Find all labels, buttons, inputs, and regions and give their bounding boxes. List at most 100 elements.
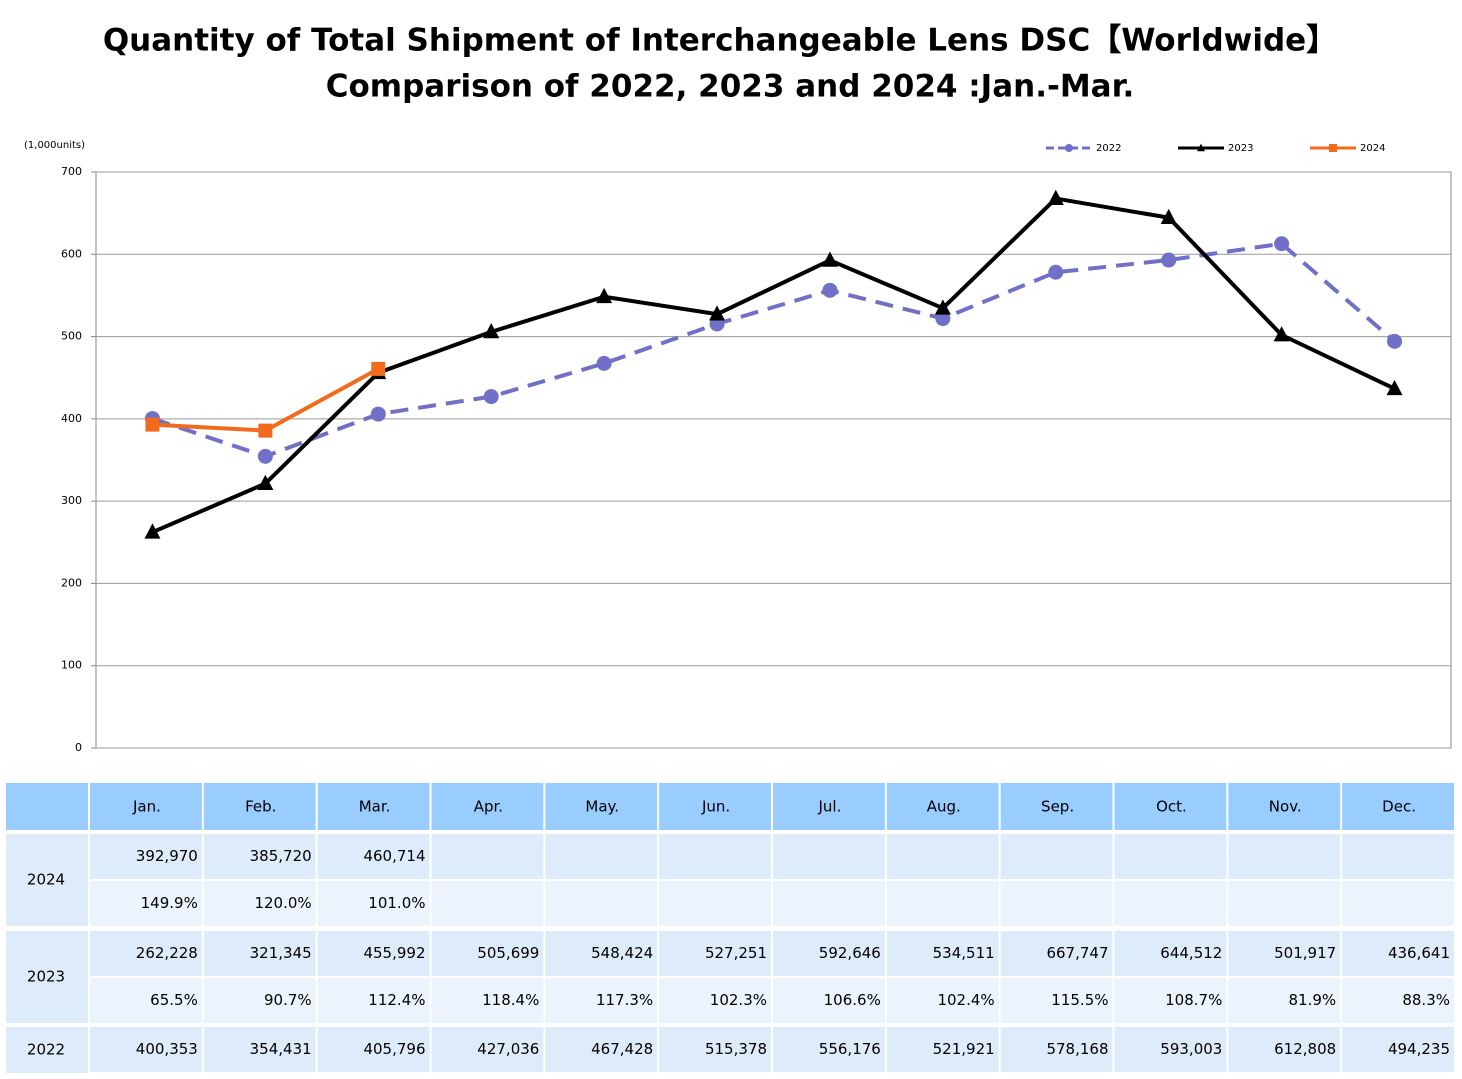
marker <box>596 287 613 304</box>
cell <box>1114 978 1227 1023</box>
cell <box>90 881 202 926</box>
y-tick-label: 200 <box>61 576 82 589</box>
legend-marker <box>1329 144 1337 152</box>
cell-ratio: 149.9% <box>141 894 198 912</box>
cell <box>1228 931 1341 976</box>
cell-value: 501,917 <box>1274 944 1336 962</box>
cell <box>773 978 885 1023</box>
cell <box>1000 978 1113 1023</box>
cell-ratio: 102.4% <box>937 991 994 1009</box>
marker <box>258 423 273 438</box>
header-cell <box>773 783 885 830</box>
marker <box>1161 252 1177 268</box>
header-cell <box>886 783 999 830</box>
marker <box>371 361 386 376</box>
marker <box>145 417 160 432</box>
header-cell <box>1000 783 1113 830</box>
cell-ratio: 106.6% <box>824 991 881 1009</box>
cell-ratio: 65.5% <box>150 991 198 1009</box>
month-label: Nov. <box>1269 798 1302 816</box>
cell <box>1228 881 1341 926</box>
y-tick-label: 0 <box>75 741 82 754</box>
cell-ratio: 112.4% <box>368 991 425 1009</box>
row-label: 2023 <box>27 968 65 986</box>
row-head <box>6 931 88 1023</box>
month-label: Mar. <box>359 798 391 816</box>
month-label: May. <box>585 798 619 816</box>
header-cell <box>431 783 544 830</box>
marker <box>822 282 838 298</box>
marker <box>1274 236 1290 252</box>
plot-area <box>95 171 1452 749</box>
cell <box>431 931 544 976</box>
marker <box>935 311 951 327</box>
cell-value: 515,378 <box>705 1040 767 1058</box>
cell <box>1114 834 1227 879</box>
cell-ratio: 120.0% <box>254 894 311 912</box>
cell-value: 644,512 <box>1160 944 1222 962</box>
cell-value: 467,428 <box>591 1040 653 1058</box>
cell <box>1114 1027 1227 1072</box>
cell <box>1114 881 1227 926</box>
cell <box>1342 1027 1454 1072</box>
marker <box>144 523 161 539</box>
cell <box>1228 978 1341 1023</box>
month-label: Apr. <box>474 798 503 816</box>
marker <box>709 305 726 321</box>
cell-ratio: 102.3% <box>710 991 767 1009</box>
y-axis-label: (1,000units) <box>24 140 85 151</box>
marker <box>1048 264 1064 280</box>
cell <box>90 1027 202 1072</box>
marker <box>257 448 273 464</box>
cell <box>545 978 658 1023</box>
legend-marker <box>1197 143 1205 152</box>
marker <box>821 251 838 267</box>
marker <box>1386 379 1403 396</box>
cell-value: 427,036 <box>477 1040 539 1058</box>
cell <box>886 931 999 976</box>
cell <box>203 834 316 879</box>
header-cell <box>203 783 316 830</box>
marker <box>934 299 951 315</box>
cell <box>773 834 885 879</box>
legend-marker <box>1065 144 1073 152</box>
row-head <box>6 1027 88 1073</box>
marker <box>370 406 386 422</box>
cell <box>203 931 316 976</box>
cell <box>1114 931 1227 976</box>
cell <box>1342 978 1454 1023</box>
cell <box>545 1027 658 1072</box>
cell-value: 578,168 <box>1046 1040 1108 1058</box>
cell <box>1000 1027 1113 1072</box>
series-line <box>151 241 1396 459</box>
cell-ratio: 117.3% <box>596 991 653 1009</box>
header-cell <box>545 783 658 830</box>
y-tick-label: 400 <box>61 412 82 425</box>
cell-value: 405,796 <box>363 1040 425 1058</box>
marker <box>1160 208 1177 225</box>
cell <box>659 834 771 879</box>
cell <box>886 881 999 926</box>
cell <box>1342 834 1454 879</box>
cell <box>1342 931 1454 976</box>
marker <box>596 355 612 371</box>
cell <box>659 1027 771 1072</box>
chart-title: Quantity of Total Shipment of Interchang… <box>103 23 1337 59</box>
cell <box>886 834 999 879</box>
cell <box>317 1027 430 1072</box>
cell-value: 534,511 <box>933 944 995 962</box>
cell <box>773 931 885 976</box>
y-tick-label: 600 <box>61 247 82 260</box>
cell <box>773 881 885 926</box>
cell-value: 321,345 <box>250 944 312 962</box>
month-label: Jul. <box>817 798 841 816</box>
cell-value: 460,714 <box>363 847 425 865</box>
month-label: Aug. <box>927 798 961 816</box>
cell-value: 400,353 <box>136 1040 198 1058</box>
header-cell <box>317 783 430 830</box>
header-cell <box>1342 783 1454 830</box>
y-tick-label: 500 <box>61 330 82 343</box>
cell <box>317 978 430 1023</box>
marker <box>1273 326 1290 342</box>
